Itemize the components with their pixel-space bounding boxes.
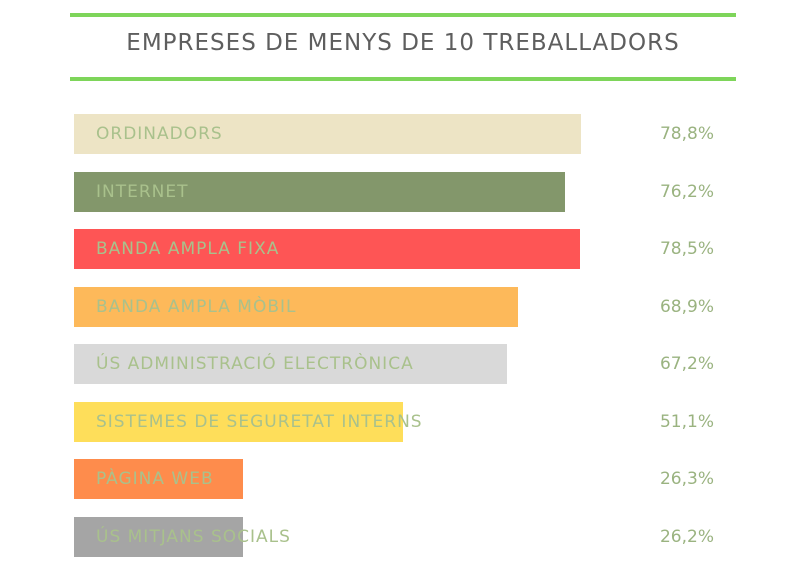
bar-value-label: 26,3% <box>659 469 714 489</box>
bar-label: ÚS ADMINISTRACIÓ ELECTRÒNICA <box>96 354 414 374</box>
bar: ÚS MITJANS SOCIALS <box>74 517 290 557</box>
bar: INTERNET <box>74 172 565 212</box>
bar-value-label: 51,1% <box>659 412 714 432</box>
bar-value-label: 67,2% <box>659 354 714 374</box>
bar-value-label: 68,9% <box>659 297 714 317</box>
title-rule-bottom <box>70 77 736 81</box>
bar-value-label: 78,5% <box>659 239 714 259</box>
bar-label: ÚS MITJANS SOCIALS <box>96 527 291 547</box>
bar-label: SISTEMES DE SEGURETAT INTERNS <box>96 412 423 432</box>
bar-label: PÀGINA WEB <box>96 469 214 489</box>
bar-label: ORDINADORS <box>96 124 223 144</box>
bar: PÀGINA WEB <box>74 459 243 499</box>
bar-value-label: 76,2% <box>659 182 714 202</box>
bar: BANDA AMPLA FIXA <box>74 229 580 269</box>
bar-label: BANDA AMPLA FIXA <box>96 239 280 259</box>
bar-label: INTERNET <box>96 182 189 202</box>
bar-label: BANDA AMPLA MÒBIL <box>96 297 297 317</box>
bar-value-label: 78,8% <box>659 124 714 144</box>
bar-value-label: 26,2% <box>659 527 714 547</box>
bar: ÚS ADMINISTRACIÓ ELECTRÒNICA <box>74 344 507 384</box>
bar: SISTEMES DE SEGURETAT INTERNS <box>74 402 422 442</box>
bar: BANDA AMPLA MÒBIL <box>74 287 518 327</box>
chart-title: EMPRESES DE MENYS DE 10 TREBALLADORS <box>126 30 680 56</box>
bar: ORDINADORS <box>74 114 581 154</box>
title-rule-top <box>70 13 736 17</box>
